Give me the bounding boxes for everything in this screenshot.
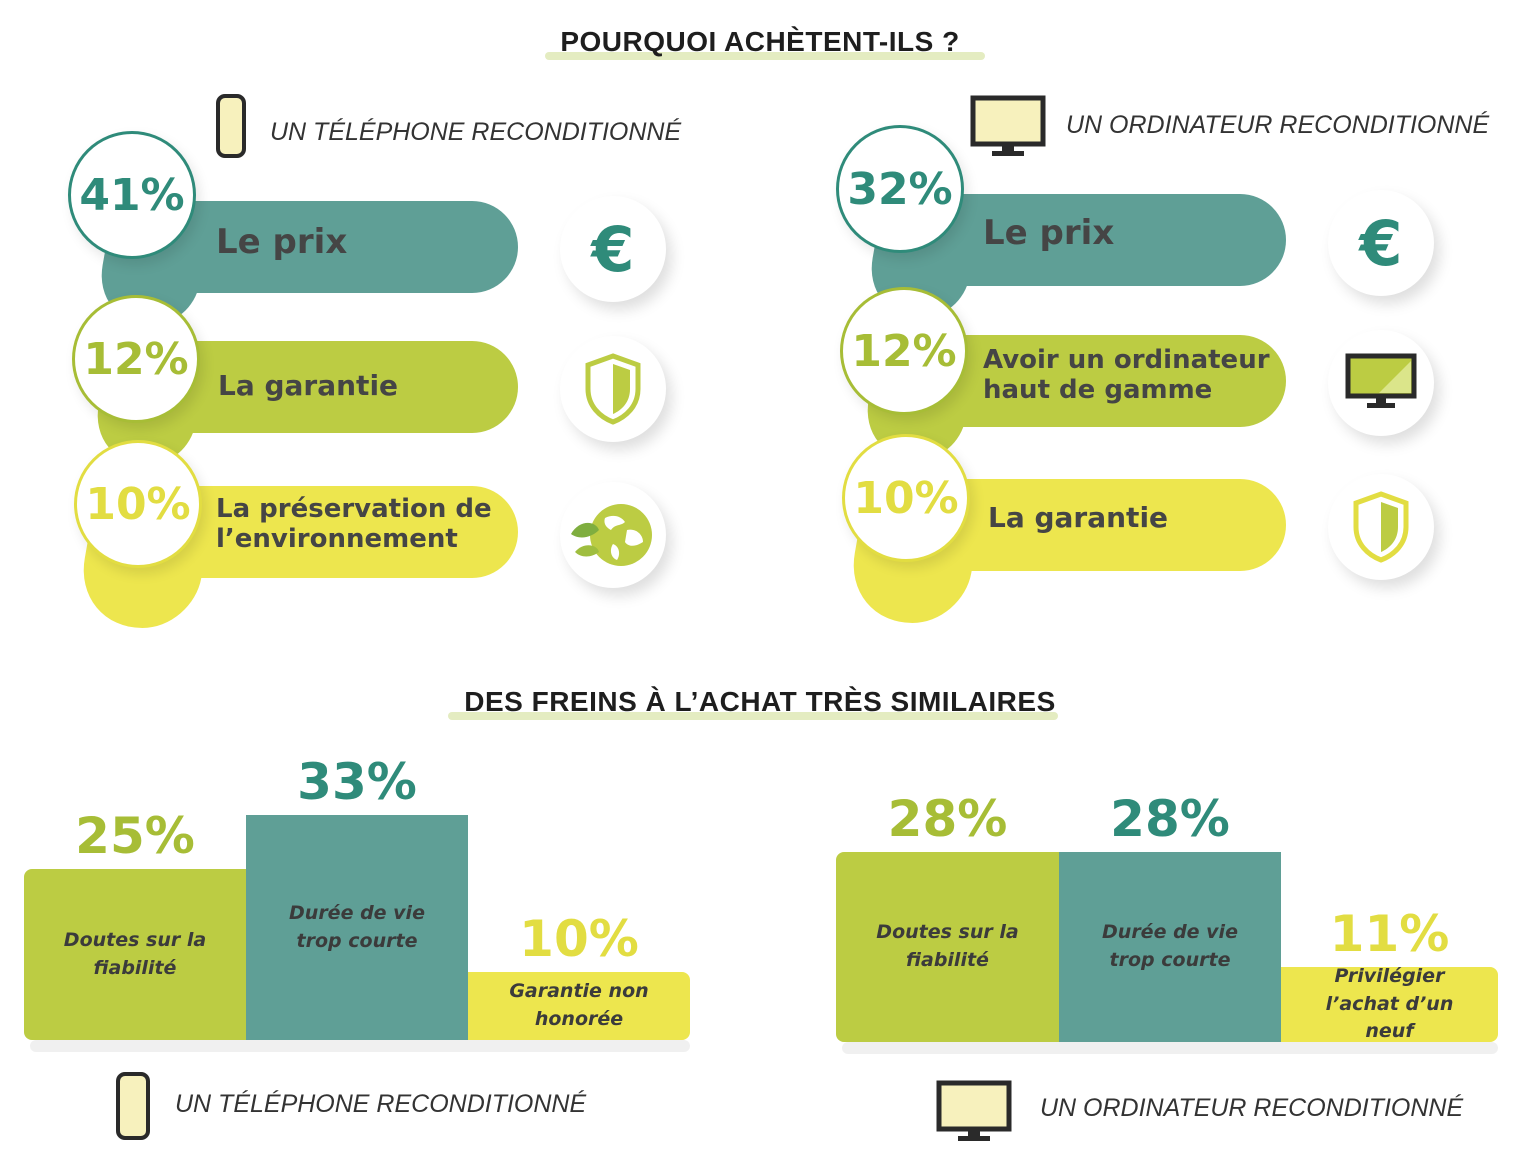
- bar-category-label: Garantie non honorée: [509, 980, 649, 1030]
- globe-leaf-icon: [571, 504, 652, 566]
- bar: Durée de vie trop courte: [246, 815, 468, 1040]
- bar: Durée de vie trop courte: [1059, 852, 1281, 1042]
- bar-category-label: Durée de vie trop courte: [289, 901, 425, 952]
- reasons-title: POURQUOI ACHÈTENT-ILS ?: [560, 26, 960, 57]
- bar-value-label: 28%: [887, 790, 1008, 848]
- icon-disc: [1328, 474, 1434, 580]
- pct-circle: 12%: [840, 287, 968, 415]
- reason-label: Le prix: [216, 222, 348, 262]
- computer-caption: UN ORDINATEUR RECONDITIONNÉ: [1066, 111, 1490, 139]
- reason-label: Avoir un ordinateur haut de gamme: [983, 345, 1270, 405]
- phone-icon: [216, 94, 246, 158]
- bar-value-label: 11%: [1329, 905, 1450, 963]
- bar-category-label: Doutes sur la fiabilité: [63, 928, 207, 979]
- bar-value-label: 33%: [297, 753, 417, 811]
- phone-caption: UN TÉLÉPHONE RECONDITIONNÉ: [270, 118, 682, 146]
- shield-icon: [1353, 491, 1409, 563]
- bar-value-label: 10%: [519, 910, 639, 968]
- reason-label: La garantie: [218, 369, 399, 402]
- phone-icon: [116, 1072, 150, 1140]
- pct-circle: 10%: [842, 434, 970, 562]
- euro-icon: €: [591, 212, 635, 286]
- bar-shadow: [842, 1042, 1498, 1054]
- shield-icon: [585, 353, 641, 425]
- title-underline: [448, 712, 1058, 720]
- bar: Privilégier l’achat d’un neuf: [1281, 965, 1498, 1042]
- bar-category-label: Durée de vie trop courte: [1102, 921, 1238, 971]
- bar-shadow: [30, 1040, 690, 1052]
- reason-label: La garantie: [988, 501, 1169, 534]
- title-underline: [545, 52, 985, 60]
- icon-disc: €: [1328, 190, 1434, 296]
- icon-disc: [560, 482, 666, 588]
- bar-category-label: Privilégier l’achat d’un neuf: [1325, 965, 1454, 1043]
- bar-category-label: Doutes sur la fiabilité: [876, 921, 1019, 971]
- pct-circle: 32%: [836, 125, 964, 253]
- icon-disc: [1328, 330, 1434, 436]
- pct-circle: 10%: [74, 440, 202, 568]
- pct-circle: 12%: [72, 295, 200, 423]
- phone-caption: UN TÉLÉPHONE RECONDITIONNÉ: [175, 1090, 587, 1118]
- bar-value-label: 25%: [75, 807, 195, 865]
- monitor-icon: [936, 1080, 1012, 1141]
- reason-label: La préservation de l’environnement: [216, 494, 492, 554]
- bar: Doutes sur la fiabilité: [24, 869, 246, 1040]
- computer-caption: UN ORDINATEUR RECONDITIONNÉ: [1040, 1094, 1464, 1122]
- brakes-title: DES FREINS À L’ACHAT TRÈS SIMILAIRES: [464, 686, 1056, 717]
- icon-disc: €: [560, 196, 666, 302]
- bar: Garantie non honorée: [468, 972, 690, 1040]
- bar: Doutes sur la fiabilité: [836, 852, 1059, 1042]
- icon-disc: [560, 336, 666, 442]
- pct-circle: 41%: [68, 131, 196, 259]
- reason-label: Le prix: [983, 213, 1115, 253]
- bar-value-label: 28%: [1110, 790, 1230, 848]
- euro-icon: €: [1359, 206, 1403, 280]
- monitor-icon: [1345, 353, 1417, 408]
- monitor-icon: [970, 95, 1046, 156]
